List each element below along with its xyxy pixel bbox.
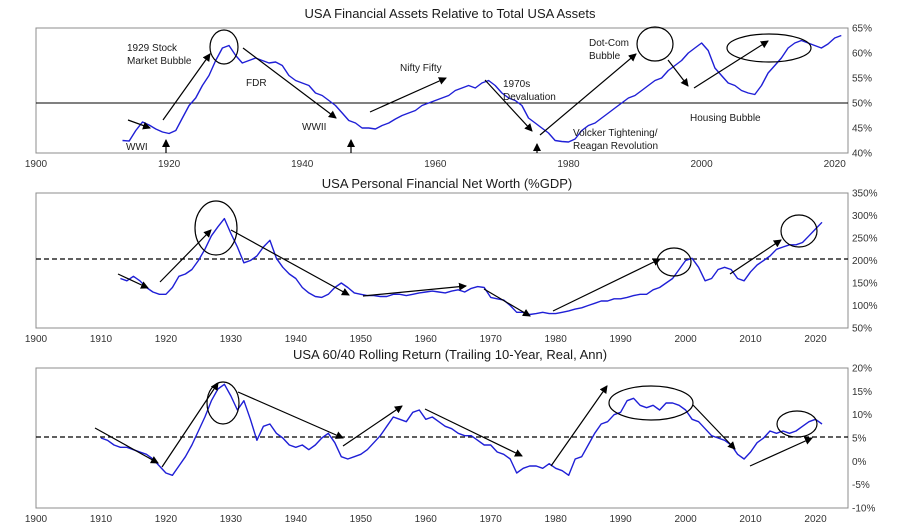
chart-2-series-line [120, 217, 823, 316]
annotation-market-bubble: Market Bubble [127, 56, 192, 67]
panel-1-financial-assets: USA Financial Assets Relative to Total U… [25, 6, 872, 170]
chart-2-y-tick-label: 250% [852, 234, 878, 245]
chart-2-x-tick-label: 2020 [804, 334, 827, 345]
annotation-nifty-fifty: Nifty Fifty [400, 63, 442, 74]
annotation-volcker: Volcker Tightening/ [573, 128, 658, 139]
chart-1-x-tick-label: 1980 [557, 159, 580, 170]
chart-3-x-tick-label: 1930 [220, 514, 243, 525]
chart-3-circle-1990s [608, 385, 694, 421]
chart-3-x-tick-label: 1900 [25, 514, 48, 525]
chart-3-x-tick-label: 1980 [545, 514, 568, 525]
chart-3-x-tick-label: 1970 [480, 514, 503, 525]
chart-1-y-tick-label: 65% [852, 24, 872, 35]
chart-1-y-tick-label: 50% [852, 99, 872, 110]
chart-2-x-tick-label: 2000 [674, 334, 697, 345]
chart-3-x-tick-label: 2000 [674, 514, 697, 525]
chart-2-arrows [117, 229, 782, 317]
annotation-wwii: WWII [302, 122, 326, 133]
chart-2-frame [35, 192, 849, 329]
chart-1-frame [35, 27, 849, 154]
chart-3-y-tick-label: -10% [852, 504, 875, 515]
chart-3-x-tick-label: 1990 [610, 514, 633, 525]
annotation-bubble: Bubble [589, 51, 621, 62]
chart-2-x-tick-label: 1980 [545, 334, 568, 345]
annotation-housing-bubble: Housing Bubble [690, 113, 761, 124]
chart-3-x-tick-label: 1950 [350, 514, 373, 525]
chart-3-x-tick-label: 2020 [804, 514, 827, 525]
chart-3-title: USA 60/40 Rolling Return (Trailing 10-Ye… [293, 347, 607, 362]
chart-3-x-tick-label: 2010 [739, 514, 762, 525]
chart-2-y-tick-label: 350% [852, 189, 878, 200]
chart-3-circle-1929 [206, 381, 240, 425]
chart-2-x-ticks: 1900 1910 1920 1930 1940 1950 1960 1970 1980 1990… [25, 334, 827, 345]
chart-2-circle-2000 [656, 247, 692, 277]
chart-1-circle-1929 [209, 29, 239, 65]
chart-3-y-tick-label: 10% [852, 410, 872, 421]
chart-1-y-tick-label: 45% [852, 124, 872, 135]
chart-3-y-tick-label: -5% [852, 480, 870, 491]
chart-2-y-tick-label: 300% [852, 211, 878, 222]
chart-2-x-tick-label: 1920 [155, 334, 178, 345]
chart-3-x-tick-label: 1920 [155, 514, 178, 525]
chart-1-arrows [127, 40, 769, 153]
panel-3-rolling-return: USA 60/40 Rolling Return (Trailing 10-Ye… [25, 347, 876, 525]
chart-1-y-tick-label: 40% [852, 149, 872, 160]
panel-2-personal-net-worth: USA Personal Financial Net Worth (%GDP) … [25, 176, 878, 345]
annotation-dot-com: Dot-Com [589, 38, 629, 49]
chart-3-x-tick-label: 1910 [90, 514, 113, 525]
chart-2-x-tick-label: 1910 [90, 334, 113, 345]
chart-2-circle-1929 [194, 200, 238, 256]
chart-3-y-tick-label: 5% [852, 434, 867, 445]
annotation-fdr: FDR [246, 78, 267, 89]
chart-3-arrows [94, 382, 813, 468]
chart-2-y-tick-label: 150% [852, 279, 878, 290]
chart-1-x-tick-label: 1900 [25, 159, 48, 170]
chart-1-y-ticks: 40% 45% 50% 55% 60% 65% [852, 24, 872, 160]
chart-1-x-tick-label: 2000 [690, 159, 713, 170]
chart-1-circle-recent [726, 33, 812, 63]
chart-2-y-tick-label: 100% [852, 301, 878, 312]
chart-2-x-tick-label: 1930 [220, 334, 243, 345]
annotation-wwi: WWI [126, 142, 148, 153]
chart-2-x-tick-label: 1950 [350, 334, 373, 345]
annotation-reagan: Reagan Revolution [573, 141, 658, 152]
annotation-1970s: 1970s [503, 79, 530, 90]
chart-2-y-ticks: 50% 100% 150% 200% 250% 300% 350% [852, 189, 878, 335]
chart-1-x-ticks: 1900 1920 1940 1960 1980 2000 2020 [25, 159, 846, 170]
chart-2-y-tick-label: 200% [852, 256, 878, 267]
chart-2-x-tick-label: 1900 [25, 334, 48, 345]
chart-3-y-tick-label: 0% [852, 457, 867, 468]
chart-3-x-tick-label: 1960 [415, 514, 438, 525]
chart-2-x-tick-label: 1960 [415, 334, 438, 345]
chart-2-circle-recent [780, 214, 818, 248]
chart-1-x-tick-label: 1920 [158, 159, 181, 170]
chart-2-title: USA Personal Financial Net Worth (%GDP) [322, 176, 572, 191]
chart-1-y-tick-label: 60% [852, 49, 872, 60]
chart-2-x-tick-label: 1940 [285, 334, 308, 345]
chart-2-x-tick-label: 2010 [739, 334, 762, 345]
chart-1-series-line [122, 34, 842, 143]
chart-1-x-tick-label: 2020 [824, 159, 847, 170]
chart-2-x-tick-label: 1990 [610, 334, 633, 345]
chart-3-circle-recent [776, 410, 818, 438]
annotation-1929-stock: 1929 Stock [127, 43, 178, 54]
chart-3-x-tick-label: 1940 [285, 514, 308, 525]
chart-1-title: USA Financial Assets Relative to Total U… [305, 6, 596, 21]
chart-1-circle-dotcom [636, 26, 674, 62]
chart-3-x-ticks: 1900 1910 1920 1930 1940 1950 1960 1970 1980 1990… [25, 514, 827, 525]
chart-3-frame [35, 367, 849, 509]
chart-2-y-tick-label: 50% [852, 324, 872, 335]
chart-3-y-tick-label: 15% [852, 387, 872, 398]
chart-3-series-line [100, 383, 823, 476]
chart-1-x-tick-label: 1940 [291, 159, 314, 170]
chart-3-y-tick-label: 20% [852, 364, 872, 375]
chart-3-y-ticks: -10% -5% 0% 5% 10% 15% 20% [852, 364, 875, 515]
annotation-devaluation: Devaluation [503, 92, 556, 103]
chart-1-y-tick-label: 55% [852, 74, 872, 85]
chart-2-x-tick-label: 1970 [480, 334, 503, 345]
chart-1-x-tick-label: 1960 [424, 159, 447, 170]
